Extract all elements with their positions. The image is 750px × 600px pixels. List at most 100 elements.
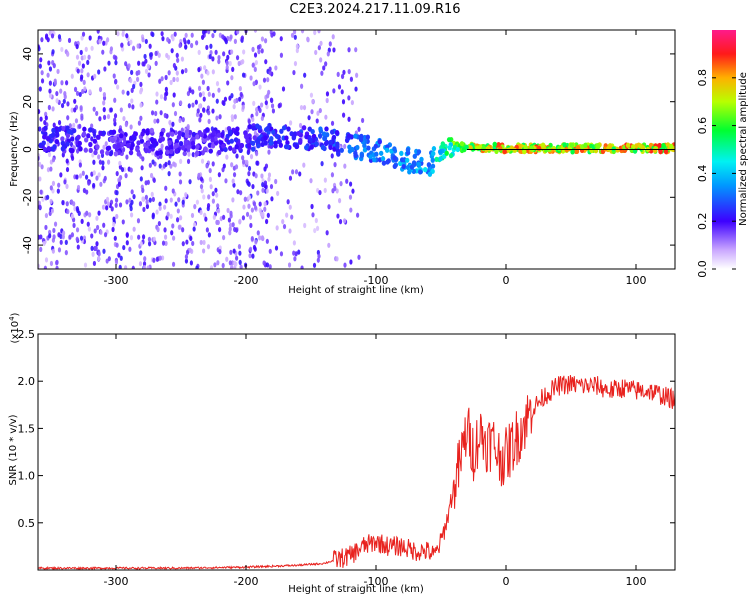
spectrogram-noise-cell bbox=[201, 34, 205, 40]
spectrogram-noise-cell bbox=[38, 204, 42, 210]
spectrogram-ridge-cell bbox=[373, 143, 379, 149]
spectrogram-ridge-cell bbox=[268, 140, 273, 146]
spectrogram-ridge-cell bbox=[278, 142, 284, 148]
spectrogram-x-tick-label: 100 bbox=[626, 274, 647, 287]
spectrogram-noise-cell bbox=[65, 80, 69, 86]
spectrogram-ridge-cell bbox=[239, 142, 245, 149]
spectrogram-ridge-cell bbox=[412, 153, 417, 159]
spectrogram-noise-cell bbox=[173, 110, 178, 117]
spectrogram-noise-cell bbox=[349, 76, 354, 82]
spectrogram-noise-cell bbox=[190, 32, 194, 38]
spectrogram-noise-cell bbox=[293, 256, 297, 262]
spectrogram-ridge-cell bbox=[481, 145, 486, 151]
spectrogram-ridge-cell bbox=[110, 137, 116, 144]
spectrogram-noise-cell bbox=[317, 45, 321, 51]
spectrogram-noise-cell bbox=[214, 49, 218, 55]
spectrogram-ridge-cell bbox=[174, 148, 179, 154]
spectrogram-noise-cell bbox=[184, 258, 189, 264]
spectrogram-noise-cell bbox=[249, 75, 253, 81]
spectrogram-noise-cell bbox=[129, 124, 133, 130]
spectrogram-ridge-cell bbox=[492, 141, 497, 147]
spectrogram-noise-cell bbox=[85, 210, 89, 216]
snr-x-tick-label: -100 bbox=[364, 575, 389, 588]
spectrogram-ridge-cell bbox=[252, 135, 257, 141]
spectrogram-noise-cell bbox=[150, 191, 154, 197]
spectrogram-ridge-cell bbox=[434, 156, 439, 162]
spectrogram-noise-cell bbox=[314, 49, 318, 56]
spectrogram-noise-cell bbox=[136, 43, 140, 49]
spectrogram-noise-cell bbox=[144, 194, 148, 200]
spectrogram-noise-cell bbox=[233, 38, 237, 44]
spectrogram-noise-cell bbox=[51, 248, 55, 254]
spectrogram-noise-cell bbox=[228, 260, 232, 266]
spectrogram-ridge-cell bbox=[182, 150, 187, 157]
spectrogram-noise-cell bbox=[175, 52, 179, 58]
spectrogram-noise-cell bbox=[317, 30, 321, 34]
spectrogram-noise-cell bbox=[258, 235, 262, 241]
spectrogram-noise-cell bbox=[172, 62, 177, 69]
spectrogram-noise-cell bbox=[266, 212, 270, 218]
spectrogram-noise-cell bbox=[239, 91, 243, 98]
spectrogram-noise-cell bbox=[179, 158, 183, 164]
spectrogram-noise-cell bbox=[80, 74, 84, 80]
spectrogram-ridge-cell bbox=[427, 171, 433, 177]
spectrogram-noise-cell bbox=[80, 35, 84, 41]
spectrogram-noise-cell bbox=[151, 31, 155, 38]
spectrogram-ridge-cell bbox=[169, 148, 174, 155]
spectrogram-noise-cell bbox=[137, 69, 141, 76]
spectrogram-ridge-cell bbox=[523, 144, 528, 150]
spectrogram-noise-cell bbox=[255, 111, 259, 117]
spectrogram-ridge-cell bbox=[430, 163, 436, 169]
spectrogram-noise-cell bbox=[53, 78, 57, 84]
spectrogram-noise-cell bbox=[275, 225, 279, 231]
spectrogram-noise-cell bbox=[172, 235, 176, 241]
spectrogram-noise-cell bbox=[276, 190, 280, 197]
spectrogram-ridge-cell bbox=[652, 147, 658, 154]
spectrogram-ridge-cell bbox=[65, 125, 70, 131]
spectrogram-ridge-cell bbox=[377, 139, 382, 145]
spectrogram-noise-cell bbox=[115, 170, 119, 177]
spectrogram-noise-cell bbox=[198, 117, 202, 123]
spectrogram-noise-cell bbox=[251, 116, 255, 123]
spectrogram-ridge-cell bbox=[269, 136, 274, 142]
spectrogram-noise-cell bbox=[150, 110, 155, 116]
spectrogram-noise-cell bbox=[222, 234, 226, 241]
spectrogram-noise-cell bbox=[319, 57, 323, 63]
spectrogram-noise-cell bbox=[253, 30, 258, 33]
spectrogram-noise-cell bbox=[128, 246, 132, 252]
spectrogram-noise-cell bbox=[93, 73, 97, 79]
spectrogram-noise-cell bbox=[48, 88, 52, 94]
spectrogram-noise-cell bbox=[99, 229, 103, 235]
spectrogram-noise-cell bbox=[156, 118, 160, 124]
spectrogram-noise-cell bbox=[97, 255, 101, 262]
spectrogram-noise-cell bbox=[163, 204, 167, 210]
spectrogram-noise-cell bbox=[211, 69, 215, 75]
spectrogram-noise-cell bbox=[84, 174, 89, 180]
spectrogram-noise-cell bbox=[238, 86, 242, 92]
spectrogram-noise-cell bbox=[104, 40, 108, 46]
spectrogram-noise-cell bbox=[226, 80, 230, 86]
spectrogram-noise-cell bbox=[250, 207, 254, 213]
spectrogram-noise-cell bbox=[158, 163, 162, 169]
spectrogram-noise-cell bbox=[253, 52, 258, 58]
spectrogram-noise-cell bbox=[224, 178, 228, 184]
spectrogram-noise-cell bbox=[52, 234, 56, 240]
spectrogram-noise-cell bbox=[160, 143, 164, 149]
spectrogram-noise-cell bbox=[75, 90, 80, 97]
spectrogram-ridge-cell bbox=[281, 125, 287, 131]
spectrogram-noise-cell bbox=[267, 172, 272, 178]
spectrogram-noise-cell bbox=[135, 76, 140, 82]
spectrogram-noise-cell bbox=[146, 63, 150, 70]
spectrogram-noise-cell bbox=[345, 178, 349, 184]
spectrogram-noise-cell bbox=[39, 246, 43, 252]
spectrogram-noise-cell bbox=[97, 210, 101, 216]
snr-x-axis-label: Height of straight line (km) bbox=[288, 584, 424, 595]
spectrogram-ridge-cell bbox=[174, 142, 180, 148]
spectrogram-noise-cell bbox=[93, 128, 97, 135]
spectrogram-noise-cell bbox=[160, 31, 164, 37]
spectrogram-noise-cell bbox=[294, 169, 299, 175]
spectrogram-noise-cell bbox=[121, 219, 125, 225]
spectrogram-noise-cell bbox=[236, 30, 240, 35]
spectrogram-noise-cell bbox=[240, 35, 245, 41]
spectrogram-noise-cell bbox=[78, 162, 82, 168]
